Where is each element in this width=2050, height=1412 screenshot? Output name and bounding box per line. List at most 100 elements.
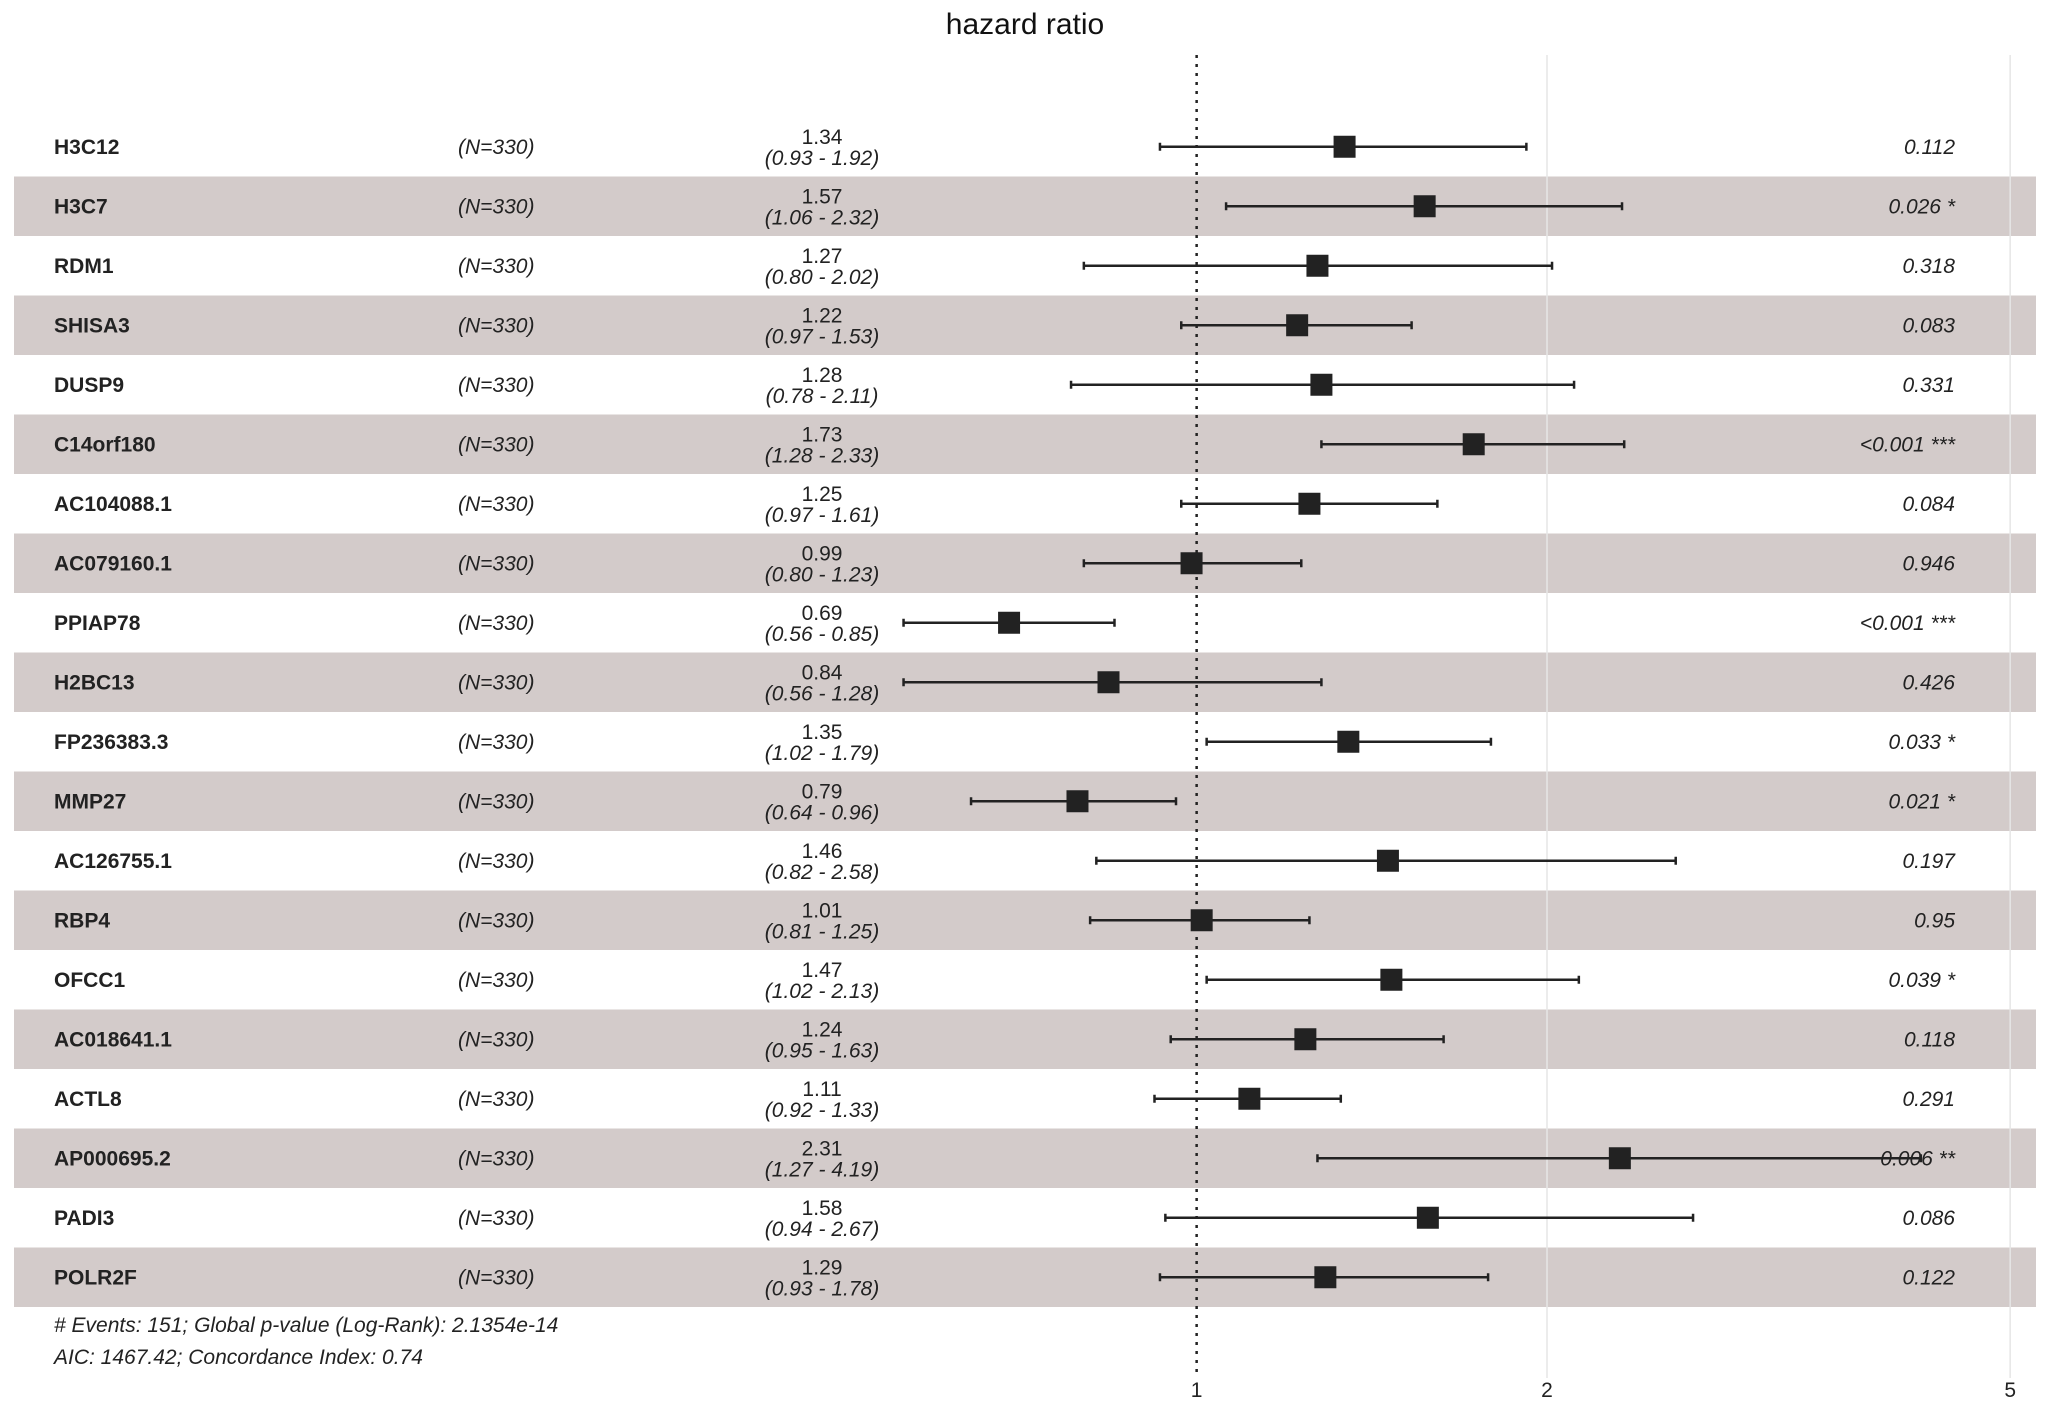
sample-size-label: (N=330) (458, 552, 534, 575)
confidence-interval-label: (0.94 - 2.67) (765, 1218, 879, 1241)
sample-size-label: (N=330) (458, 493, 534, 516)
hazard-ratio-value: 1.47 (802, 959, 843, 982)
gene-label: PADI3 (54, 1207, 114, 1230)
hazard-ratio-value: 0.84 (802, 661, 843, 684)
sample-size-label: (N=330) (458, 255, 534, 278)
hazard-ratio-marker (1306, 255, 1328, 277)
gene-label: PPIAP78 (54, 612, 141, 635)
gene-label: C14orf180 (54, 433, 156, 456)
gene-label: POLR2F (54, 1266, 137, 1289)
confidence-interval-label: (0.56 - 1.28) (765, 682, 879, 705)
gene-label: MMP27 (54, 790, 126, 813)
hazard-ratio-marker (1609, 1147, 1631, 1169)
forest-row: PADI3 (N=330) 1.58(0.94 - 2.67) 0.086 (54, 1197, 1955, 1241)
hazard-ratio-value: 1.34 (802, 126, 843, 149)
p-value-label: 0.291 (1902, 1088, 1955, 1111)
confidence-interval-label: (0.95 - 1.63) (765, 1039, 879, 1062)
forest-row: H3C12 (N=330) 1.34(0.93 - 1.92) 0.112 (54, 126, 1955, 170)
gene-label: H2BC13 (54, 671, 135, 694)
p-value-label: 0.122 (1902, 1266, 1955, 1289)
confidence-interval-label: (0.64 - 0.96) (765, 801, 879, 824)
sample-size-label: (N=330) (458, 1147, 534, 1170)
confidence-interval-label: (0.56 - 0.85) (765, 623, 879, 646)
confidence-interval-label: (1.02 - 1.79) (765, 742, 879, 765)
hazard-ratio-value: 0.79 (802, 780, 843, 803)
gene-label: FP236383.3 (54, 731, 168, 754)
confidence-interval-label: (0.78 - 2.11) (766, 385, 879, 408)
p-value-label: 0.006 ** (1880, 1147, 1956, 1170)
sample-size-label: (N=330) (458, 433, 534, 456)
gene-label: AC126755.1 (54, 850, 172, 873)
gene-label: RDM1 (54, 255, 114, 278)
sample-size-label: (N=330) (458, 612, 534, 635)
p-value-label: 0.197 (1902, 850, 1956, 873)
row-band (14, 534, 2036, 594)
sample-size-label: (N=330) (458, 731, 534, 754)
confidence-interval-label: (0.81 - 1.25) (765, 920, 879, 943)
p-value-label: 0.426 (1902, 671, 1955, 694)
sample-size-label: (N=330) (458, 969, 534, 992)
hazard-ratio-marker (1238, 1088, 1260, 1110)
row-band (14, 891, 2036, 951)
x-tick-label: 5 (2004, 1379, 2016, 1402)
confidence-interval-label: (0.92 - 1.33) (765, 1099, 879, 1122)
hazard-ratio-value: 1.28 (802, 364, 843, 387)
row-band (14, 296, 2036, 356)
sample-size-label: (N=330) (458, 1088, 534, 1111)
p-value-label: 0.946 (1902, 552, 1955, 575)
gene-label: RBP4 (54, 909, 110, 932)
confidence-interval-label: (0.93 - 1.78) (765, 1277, 879, 1300)
p-value-label: 0.039 * (1888, 969, 1955, 992)
hazard-ratio-marker (1310, 374, 1332, 396)
hazard-ratio-value: 2.31 (802, 1137, 843, 1160)
hazard-ratio-value: 1.58 (802, 1197, 843, 1220)
p-value-label: 0.331 (1902, 374, 1955, 397)
hazard-ratio-value: 1.24 (802, 1018, 843, 1041)
gene-label: AP000695.2 (54, 1147, 171, 1170)
confidence-interval-label: (0.82 - 2.58) (765, 861, 879, 884)
hazard-ratio-value: 1.46 (802, 840, 843, 863)
hazard-ratio-marker (1298, 493, 1320, 515)
sample-size-label: (N=330) (458, 671, 534, 694)
sample-size-label: (N=330) (458, 374, 534, 397)
hazard-ratio-marker (1066, 790, 1088, 812)
sample-size-label: (N=330) (458, 790, 534, 813)
confidence-interval-label: (1.02 - 2.13) (765, 980, 879, 1003)
p-value-label: <0.001 *** (1860, 433, 1956, 456)
confidence-interval-label: (0.97 - 1.61) (765, 504, 879, 527)
p-value-label: 0.086 (1902, 1207, 1955, 1230)
row-band (14, 177, 2036, 237)
hazard-ratio-marker (1098, 671, 1120, 693)
gene-label: H3C7 (54, 195, 108, 218)
p-value-label: 0.95 (1914, 909, 1955, 932)
forest-row: AC126755.1 (N=330) 1.46(0.82 - 2.58) 0.197 (54, 840, 1956, 884)
hazard-ratio-value: 1.57 (802, 185, 843, 208)
confidence-interval-label: (1.28 - 2.33) (765, 444, 879, 467)
gene-label: SHISA3 (54, 314, 130, 337)
forest-row: DUSP9 (N=330) 1.28(0.78 - 2.11) 0.331 (54, 364, 1955, 408)
forest-row: PPIAP78 (N=330) 0.69(0.56 - 0.85) <0.001 **… (54, 602, 1956, 646)
p-value-label: 0.083 (1902, 314, 1955, 337)
confidence-interval-label: (1.27 - 4.19) (765, 1158, 879, 1181)
forest-row: ACTL8 (N=330) 1.11(0.92 - 1.33) 0.291 (54, 1078, 1955, 1122)
x-tick-label: 1 (1191, 1379, 1203, 1402)
hazard-ratio-value: 0.69 (802, 602, 843, 625)
gene-label: OFCC1 (54, 969, 125, 992)
confidence-interval-label: (0.80 - 1.23) (765, 563, 879, 586)
sample-size-label: (N=330) (458, 1028, 534, 1051)
hazard-ratio-marker (1377, 850, 1399, 872)
sample-size-label: (N=330) (458, 195, 534, 218)
hazard-ratio-value: 1.35 (802, 721, 843, 744)
hazard-ratio-value: 1.01 (802, 899, 843, 922)
hazard-ratio-value: 1.29 (802, 1256, 843, 1279)
hazard-ratio-marker (1417, 1207, 1439, 1229)
forest-row: AC104088.1 (N=330) 1.25(0.97 - 1.61) 0.084 (54, 483, 1955, 527)
chart-title: hazard ratio (946, 8, 1104, 41)
hazard-ratio-marker (1286, 314, 1308, 336)
sample-size-label: (N=330) (458, 136, 534, 159)
p-value-label: <0.001 *** (1860, 612, 1956, 635)
gene-label: H3C12 (54, 136, 119, 159)
gene-label: AC104088.1 (54, 493, 172, 516)
hazard-ratio-marker (1191, 909, 1213, 931)
hazard-ratio-value: 1.27 (802, 245, 843, 268)
